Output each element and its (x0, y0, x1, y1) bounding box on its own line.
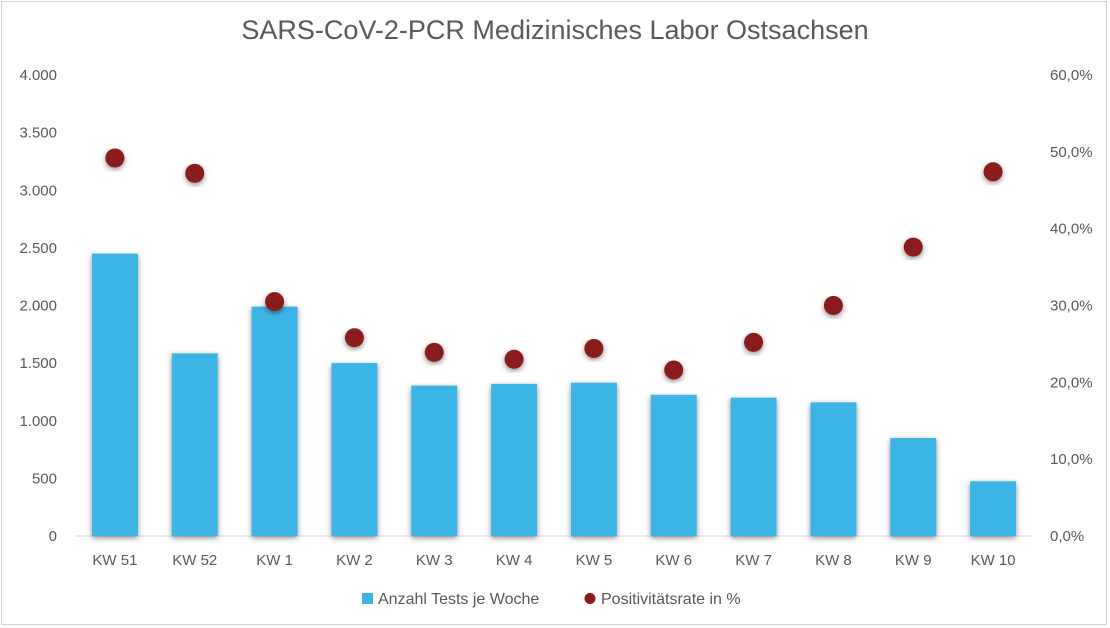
dot (664, 360, 684, 380)
x-tick-label: KW 2 (336, 552, 373, 569)
x-tick-label: KW 3 (416, 552, 453, 569)
y-left-tick-label: 4.000 (19, 67, 57, 84)
x-tick-label: KW 7 (735, 552, 772, 569)
y-right-tick-label: 50,0% (1050, 144, 1093, 161)
dot (983, 162, 1003, 182)
y-right-tick-label: 20,0% (1050, 374, 1093, 391)
bar (171, 353, 218, 536)
bar (331, 363, 378, 536)
bar (491, 383, 538, 536)
bar (970, 481, 1017, 536)
y-left-tick-label: 3.000 (19, 182, 57, 199)
bar (251, 306, 298, 536)
bar (411, 385, 458, 536)
bar (810, 402, 857, 536)
x-axis: KW 51 KW 52 KW 1 KW 2 KW 3 KW 4 KW 5 KW 6 KW 7 KW… (75, 535, 1033, 569)
y-left-tick-label: 500 (32, 470, 57, 487)
y-left-tick-label: 0 (49, 528, 57, 545)
x-tick-label: KW 51 (92, 552, 137, 569)
y-right-tick-label: 0,0% (1050, 528, 1084, 545)
y-left-tick-label: 1.500 (19, 355, 57, 372)
dot (744, 332, 764, 352)
bar-series (91, 253, 1017, 536)
y-right-tick-label: 30,0% (1050, 298, 1093, 315)
x-tick-label: KW 4 (496, 552, 533, 569)
dot (903, 237, 923, 257)
y-right-tick-label: 10,0% (1050, 451, 1093, 468)
y-right-tick-label: 40,0% (1050, 221, 1093, 238)
y-left-tick-label: 2.000 (19, 298, 57, 315)
dot (185, 163, 205, 183)
bar (730, 397, 777, 536)
x-tick-label: KW 52 (172, 552, 217, 569)
chart-title: SARS-CoV-2-PCR Medizinisches Labor Ostsa… (241, 15, 869, 45)
legend-label-positivity: Positivitätsrate in % (601, 591, 741, 608)
x-tick-label: KW 9 (895, 552, 932, 569)
bar (650, 394, 697, 536)
x-tick-label: KW 5 (576, 552, 613, 569)
dot (344, 328, 364, 348)
left-axis: 0 500 1.000 1.500 2.000 2.500 3.000 3.500 4.000 (19, 67, 57, 545)
bar (890, 438, 937, 536)
y-left-tick-label: 3.500 (19, 125, 57, 142)
legend-label-tests: Anzahl Tests je Woche (378, 591, 539, 608)
legend-swatch-positivity (584, 593, 596, 604)
dot (424, 342, 444, 362)
bar (570, 382, 617, 536)
y-left-tick-label: 2.500 (19, 240, 57, 257)
y-right-tick-label: 60,0% (1050, 67, 1093, 84)
dot (265, 292, 285, 312)
x-tick-label: KW 10 (971, 552, 1016, 569)
dot-series (105, 148, 1003, 380)
dot (823, 296, 843, 315)
y-left-tick-label: 1.000 (19, 413, 57, 430)
x-tick-label: KW 6 (655, 552, 692, 569)
dot (504, 349, 524, 369)
legend: Anzahl Tests je Woche Positivitätsrate i… (362, 591, 741, 608)
legend-swatch-tests (362, 593, 373, 604)
dot (584, 339, 604, 359)
right-axis: 0,0% 10,0% 20,0% 30,0% 40,0% 50,0% 60,0% (1050, 67, 1093, 545)
x-tick-label: KW 8 (815, 552, 852, 569)
dot (105, 148, 125, 168)
x-tick-label: KW 1 (256, 552, 293, 569)
bar (91, 253, 138, 536)
